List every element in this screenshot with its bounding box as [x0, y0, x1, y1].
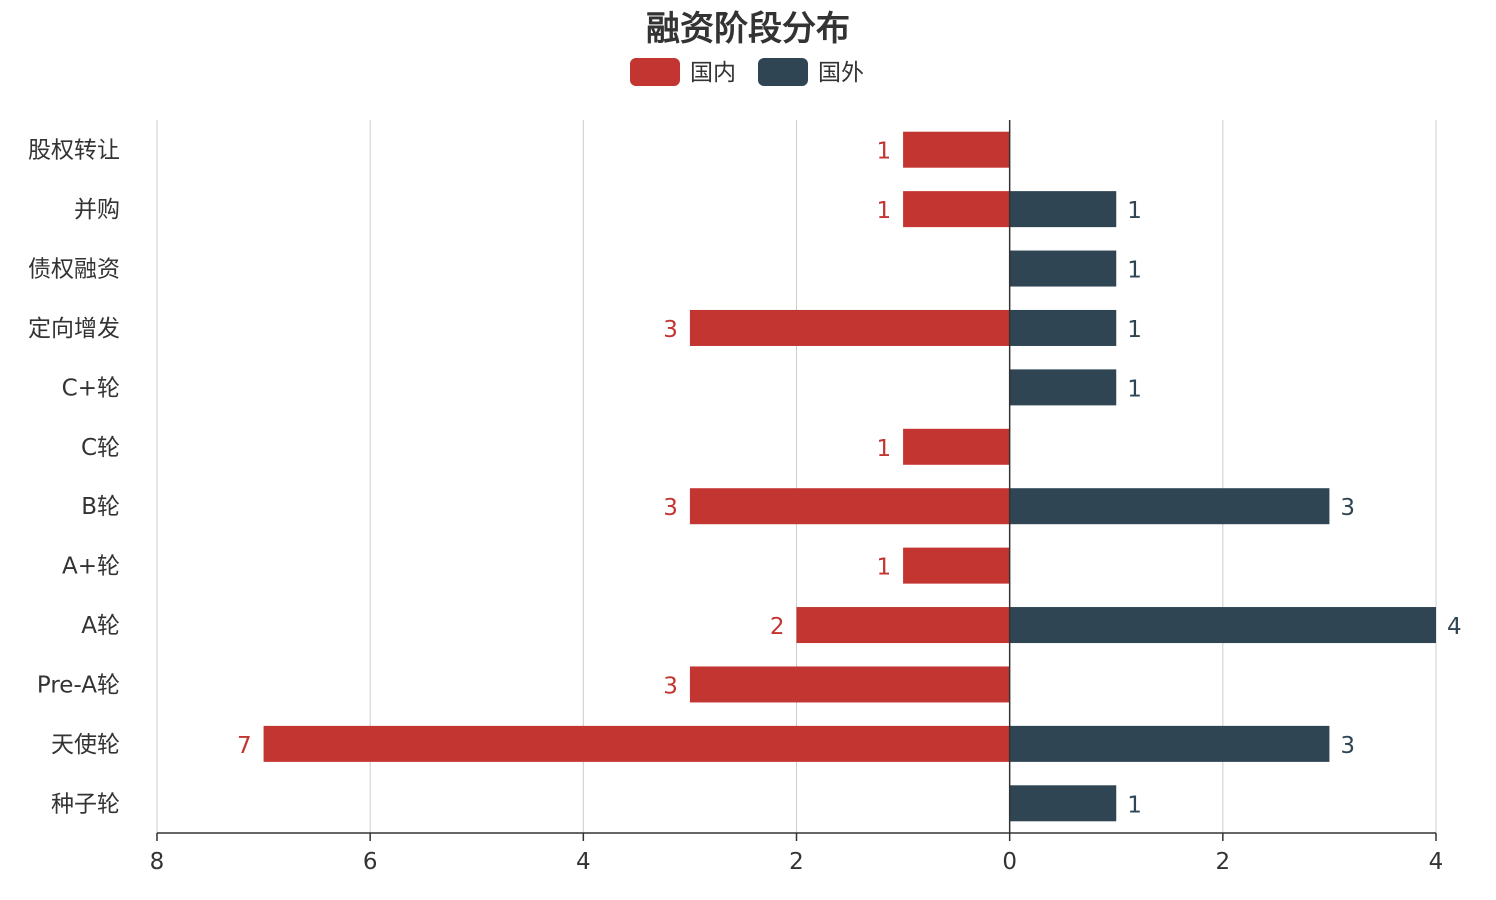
bar-foreign[interactable] — [1009, 488, 1330, 525]
category-label: 种子轮 — [51, 791, 120, 817]
legend-label-foreign: 国外 — [818, 60, 864, 86]
data-label-foreign: 3 — [1340, 495, 1355, 521]
legend-label-domestic: 国内 — [690, 60, 736, 86]
bar-foreign[interactable] — [1009, 369, 1117, 406]
x-tick-label: 4 — [1429, 849, 1444, 875]
x-tick-label: 8 — [150, 849, 165, 875]
data-label-domestic: 1 — [876, 436, 891, 462]
x-tick-label: 2 — [1216, 849, 1231, 875]
legend-item-foreign[interactable]: 国外 — [758, 58, 864, 86]
data-label-domestic: 3 — [663, 317, 678, 343]
data-label-domestic: 7 — [237, 733, 252, 759]
x-tick-label: 6 — [363, 849, 378, 875]
bar-foreign[interactable] — [1009, 785, 1117, 822]
legend-swatch-foreign — [758, 58, 808, 86]
bar-domestic[interactable] — [903, 547, 1010, 584]
bar-foreign[interactable] — [1009, 607, 1436, 644]
data-label-domestic: 3 — [663, 495, 678, 521]
category-label: 债权融资 — [28, 257, 120, 283]
bar-foreign[interactable] — [1009, 250, 1117, 287]
data-label-domestic: 1 — [876, 139, 891, 165]
legend-swatch-domestic — [630, 58, 680, 86]
data-label-domestic: 1 — [876, 198, 891, 224]
bar-foreign[interactable] — [1009, 191, 1117, 228]
data-label-foreign: 1 — [1127, 198, 1142, 224]
bar-domestic[interactable] — [903, 191, 1010, 228]
data-label-foreign: 1 — [1127, 317, 1142, 343]
data-label-foreign: 1 — [1127, 376, 1142, 402]
data-label-foreign: 4 — [1447, 614, 1462, 640]
data-label-foreign: 3 — [1340, 733, 1355, 759]
axes: 8 6 4 2 0 2 4 — [150, 120, 1444, 875]
bar-domestic[interactable] — [796, 607, 1010, 644]
data-label-domestic: 1 — [876, 555, 891, 581]
category-label: Pre-A轮 — [37, 672, 120, 698]
data-label-domestic: 2 — [770, 614, 785, 640]
category-label: 股权转让 — [28, 138, 120, 164]
bar-domestic[interactable] — [903, 428, 1010, 465]
bar-domestic[interactable] — [903, 131, 1010, 168]
bar-domestic[interactable] — [263, 725, 1010, 762]
x-tick-label: 4 — [576, 849, 591, 875]
category-label: C+轮 — [62, 375, 120, 401]
category-label: C轮 — [81, 435, 120, 461]
category-label: B轮 — [81, 494, 120, 520]
category-label: 天使轮 — [51, 732, 120, 758]
category-label: A轮 — [81, 613, 120, 639]
legend-item-domestic[interactable]: 国内 — [630, 58, 736, 86]
data-label-domestic: 3 — [663, 673, 678, 699]
bars — [263, 131, 1436, 822]
bar-foreign[interactable] — [1009, 725, 1330, 762]
data-label-foreign: 1 — [1127, 258, 1142, 284]
bar-foreign[interactable] — [1009, 309, 1117, 346]
x-tick-label: 0 — [1002, 849, 1017, 875]
category-label: A+轮 — [62, 554, 120, 580]
labels: 1 股权转让 1 1 并购 1 债权融资 3 1 定向增发 1 C+轮 1 C轮 3 3 B轮 1 A+轮 2 4 A轮 3… — [28, 138, 1462, 819]
bar-domestic[interactable] — [689, 309, 1010, 346]
category-label: 并购 — [74, 197, 120, 223]
chart-title: 融资阶段分布 — [646, 9, 850, 49]
bar-domestic[interactable] — [689, 666, 1010, 703]
data-label-foreign: 1 — [1127, 792, 1142, 818]
category-label: 定向增发 — [28, 316, 120, 342]
bar-domestic[interactable] — [689, 488, 1010, 525]
x-tick-label: 2 — [789, 849, 804, 875]
legend: 国内 国外 — [630, 58, 864, 86]
grid — [156, 120, 1437, 833]
